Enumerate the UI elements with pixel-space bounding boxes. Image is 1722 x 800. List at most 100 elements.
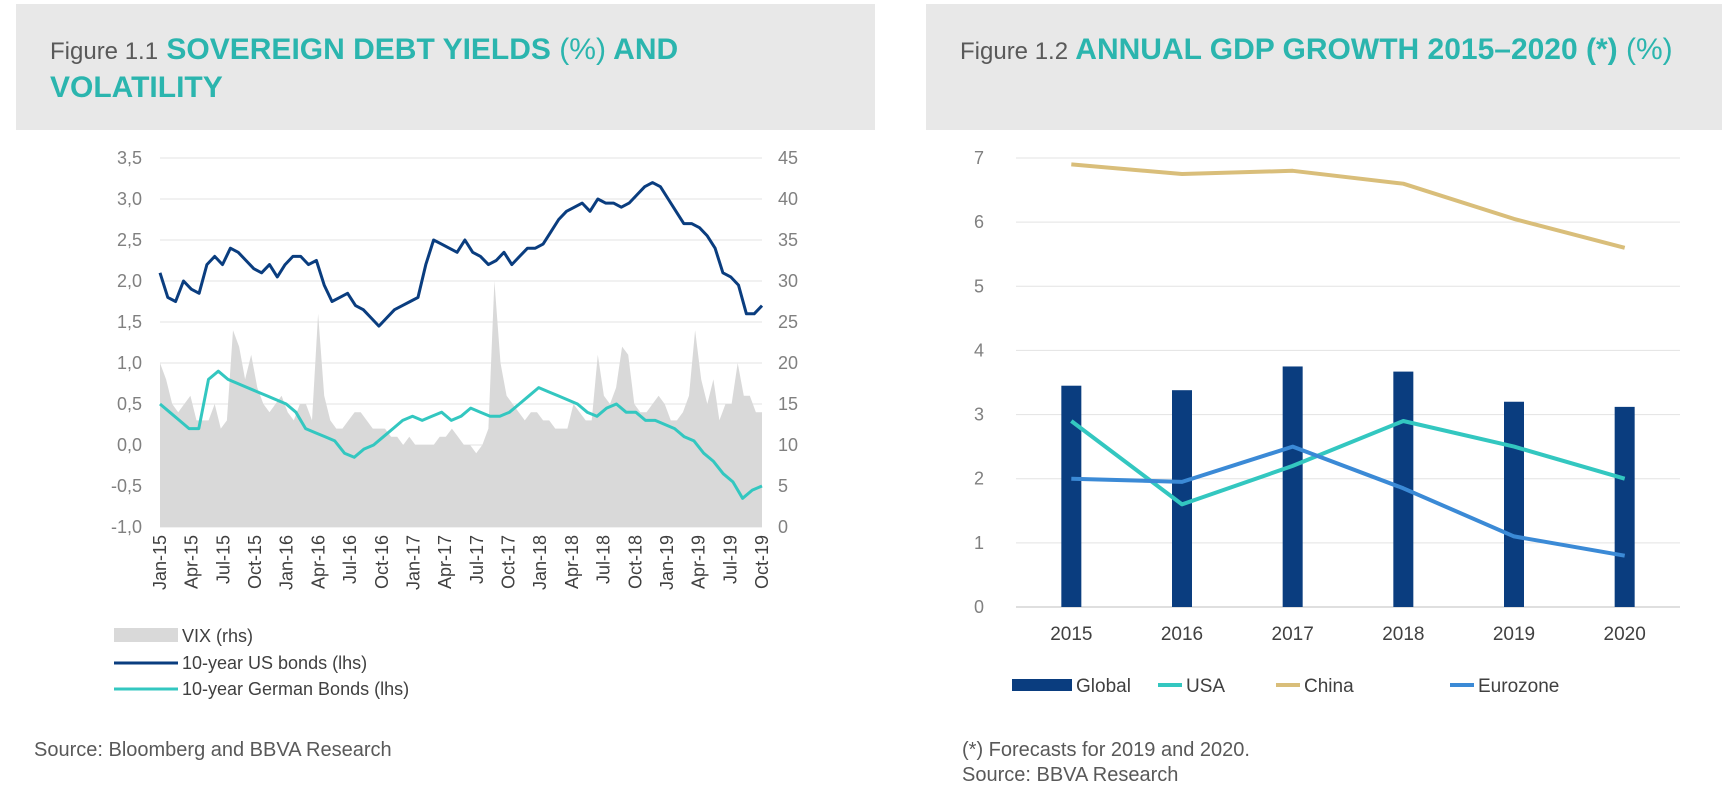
x-tick-label: Jan-19 [657, 535, 677, 590]
x-tick-label: Jan-18 [530, 535, 550, 590]
y-tick-label: 7 [974, 148, 984, 168]
x-tick-label: Oct-19 [752, 535, 772, 589]
figure-1-2-title: Figure 1.2 ANNUAL GDP GROWTH 2015–2020 (… [960, 32, 1702, 70]
figure-1-1-source: Source: Bloomberg and BBVA Research [34, 739, 392, 761]
x-tick-label: Jan-15 [150, 535, 170, 590]
x-tick-label: 2016 [1161, 624, 1203, 645]
global-bar [1172, 390, 1192, 607]
left-tick-label: -1,0 [111, 517, 142, 537]
left-tick-label: 3,5 [117, 148, 142, 168]
left-axis-ticks: 3,5 3,0 2,5 2,0 1,5 1,0 0,5 0,0 -0,5 -1,0 [111, 148, 142, 537]
y-axis-ticks: 7 6 5 4 3 2 1 0 [974, 148, 984, 617]
x-tick-label: 2015 [1050, 624, 1092, 645]
x-axis-ticks: 2015 2016 2017 2018 2019 2020 [1050, 624, 1646, 645]
title-unit: (%) [1626, 33, 1673, 66]
x-tick-label: Jul-16 [340, 535, 360, 584]
x-tick-label: Jul-15 [213, 535, 233, 584]
y-tick-label: 0 [974, 597, 984, 617]
x-tick-label: Apr-18 [562, 535, 582, 589]
figure-number: Figure 1.2 [960, 38, 1069, 65]
legend-label: 10-year US bonds (lhs) [182, 653, 367, 673]
figure-1-2-header: Figure 1.2 ANNUAL GDP GROWTH 2015–2020 (… [926, 4, 1722, 130]
x-tick-label: Oct-17 [499, 535, 519, 589]
figure-1-1-panel: Figure 1.1 SOVEREIGN DEBT YIELDS (%) AND… [16, 4, 875, 761]
usa-line [1070, 419, 1626, 507]
right-tick-label: 30 [778, 271, 798, 291]
legend-label: 10-year German Bonds (lhs) [182, 679, 409, 699]
right-tick-label: 35 [778, 230, 798, 250]
yields-volatility-chart: 3,5 3,0 2,5 2,0 1,5 1,0 0,5 0,0 -0,5 -1,0 45 40 35 3… [111, 148, 798, 699]
y-tick-label: 3 [974, 405, 984, 425]
y-tick-label: 6 [974, 212, 984, 232]
x-tick-label: Jan-17 [403, 535, 423, 590]
left-tick-label: 2,5 [117, 230, 142, 250]
right-tick-label: 45 [778, 148, 798, 168]
right-axis-ticks: 45 40 35 30 25 20 15 10 5 0 [778, 148, 798, 537]
y-tick-label: 4 [974, 340, 984, 360]
x-tick-label: Oct-15 [245, 535, 265, 589]
left-tick-label: -0,5 [111, 476, 142, 496]
vix-area-shape [160, 281, 762, 527]
global-bar [1614, 406, 1635, 607]
x-tick-label: 2018 [1382, 624, 1424, 645]
figure-1-1-header: Figure 1.1 SOVEREIGN DEBT YIELDS (%) AND… [16, 4, 875, 130]
figure-1-2-note: (*) Forecasts for 2019 and 2020. [962, 739, 1250, 761]
left-tick-label: 2,0 [117, 271, 142, 291]
right-tick-label: 40 [778, 189, 798, 209]
china-line [1071, 162, 1626, 250]
left-tick-label: 1,0 [117, 353, 142, 373]
figure-1-2-source: Source: BBVA Research [962, 764, 1179, 786]
vix-area [160, 281, 762, 527]
grid [1016, 157, 1680, 608]
global-bar [1282, 366, 1303, 607]
legend: VIX (rhs) 10-year US bonds (lhs) 10-year G… [114, 626, 409, 699]
left-tick-label: 1,5 [117, 312, 142, 332]
legend-label: China [1304, 676, 1354, 697]
title-main: ANNUAL GDP GROWTH 2015–2020 (*) [1075, 33, 1618, 66]
title-main: SOVEREIGN DEBT YIELDS [166, 33, 551, 66]
x-tick-label: Jan-16 [277, 535, 297, 590]
x-tick-label: Apr-16 [308, 535, 328, 589]
global-bar [1061, 385, 1082, 607]
x-tick-label: Apr-19 [689, 535, 709, 589]
global-bars [1061, 366, 1635, 607]
x-tick-label: Apr-15 [182, 535, 202, 589]
right-tick-label: 15 [778, 394, 798, 414]
y-tick-label: 2 [974, 469, 984, 489]
x-tick-label: Oct-16 [372, 535, 392, 589]
left-tick-label: 3,0 [117, 189, 142, 209]
right-tick-label: 10 [778, 435, 798, 455]
title-unit: (%) [559, 33, 606, 66]
x-tick-label: 2019 [1493, 624, 1535, 645]
x-tick-label: 2020 [1604, 624, 1646, 645]
us-bonds-line [158, 181, 764, 328]
legend-label: VIX (rhs) [182, 626, 253, 646]
growth-lines [1070, 162, 1626, 558]
x-tick-label: Jul-19 [720, 535, 740, 584]
right-tick-label: 25 [778, 312, 798, 332]
figure-1-2-panel: Figure 1.2 ANNUAL GDP GROWTH 2015–2020 (… [926, 0, 1722, 800]
title-end: AND VOLATILITY [50, 33, 679, 104]
legend-swatch [114, 628, 178, 642]
left-tick-label: 0,5 [117, 394, 142, 414]
legend: Global USA China Eurozone [1012, 676, 1559, 697]
legend-swatch [1012, 679, 1072, 691]
left-tick-label: 0,0 [117, 435, 142, 455]
y-tick-label: 5 [974, 276, 984, 296]
y-tick-label: 1 [974, 533, 984, 553]
x-tick-label: 2017 [1272, 624, 1314, 645]
gdp-growth-chart: 7 6 5 4 3 2 1 0 2015 2016 2017 2018 2019 2020 Global… [974, 148, 1680, 697]
legend-label: Eurozone [1478, 676, 1559, 697]
yield-lines [158, 181, 764, 500]
eurozone-line [1071, 444, 1626, 558]
right-tick-label: 20 [778, 353, 798, 373]
x-tick-label: Jul-18 [594, 535, 614, 584]
german-bonds-line [159, 369, 763, 500]
right-tick-label: 0 [778, 517, 788, 537]
legend-label: USA [1186, 676, 1225, 697]
right-tick-label: 5 [778, 476, 788, 496]
x-tick-label: Apr-17 [435, 535, 455, 589]
x-tick-label: Jul-17 [467, 535, 487, 584]
figure-number: Figure 1.1 [50, 38, 159, 65]
x-tick-label: Oct-18 [625, 535, 645, 589]
